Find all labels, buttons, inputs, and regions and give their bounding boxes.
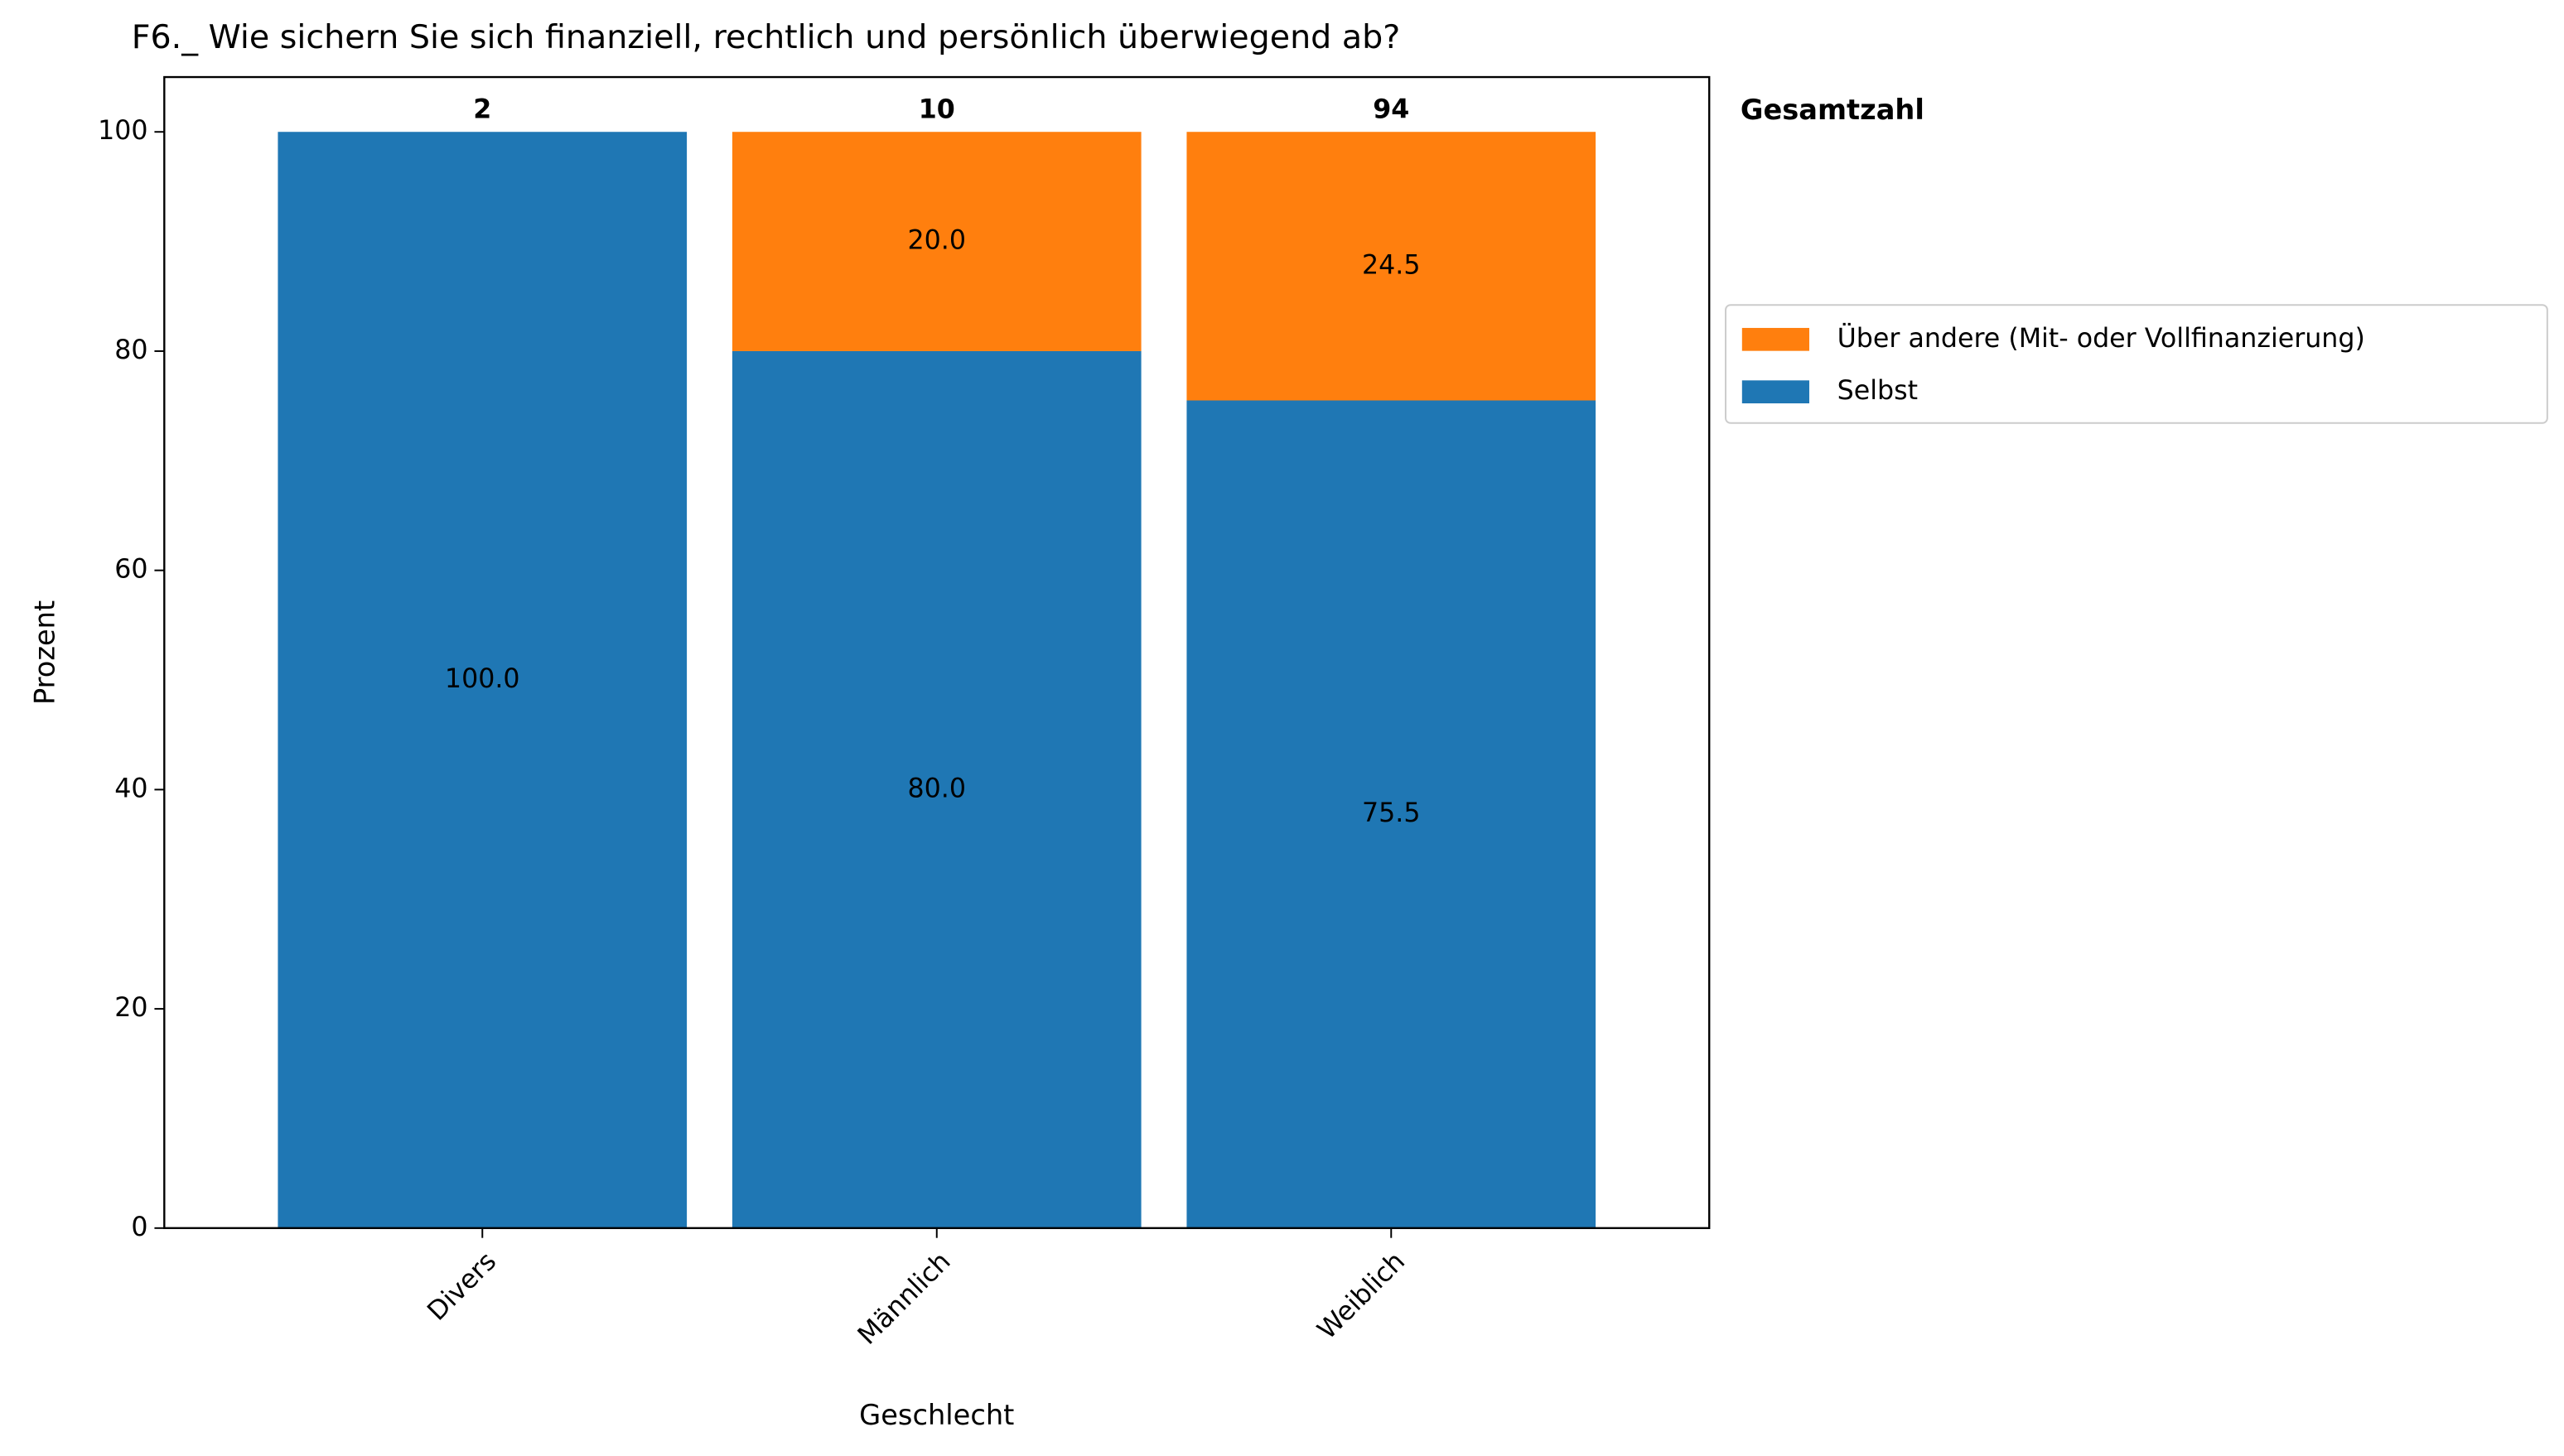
y-tick-label: 100 — [98, 116, 147, 146]
x-tick-label: Männlich — [852, 1246, 957, 1351]
legend-label: Selbst — [1837, 376, 1918, 406]
totals-title: Gesamtzahl — [1741, 94, 1924, 126]
y-tick-label: 60 — [114, 555, 147, 585]
value-label: 24.5 — [1362, 250, 1421, 280]
legend: Über andere (Mit- oder Vollfinanzierung)… — [1725, 304, 2548, 424]
x-tick-label: Weiblich — [1312, 1246, 1411, 1345]
legend-label: Über andere (Mit- oder Vollfinanzierung) — [1837, 322, 2365, 354]
bar-segment — [1186, 400, 1596, 1228]
y-tick-label: 20 — [114, 993, 147, 1023]
x-axis-label: Geschlecht — [859, 1399, 1014, 1431]
total-label: 2 — [473, 94, 491, 124]
bar-segment — [732, 132, 1142, 351]
legend-swatch — [1741, 327, 1809, 351]
y-axis-label: Prozent — [28, 600, 60, 705]
legend-swatch — [1741, 380, 1809, 404]
value-label: 20.0 — [908, 226, 967, 256]
chart-title: F6._ Wie sichern Sie sich finanziell, re… — [132, 18, 1401, 56]
bar-segment — [732, 350, 1142, 1228]
legend-frame — [1725, 304, 2548, 424]
y-tick-label: 0 — [131, 1213, 147, 1242]
y-tick-label: 80 — [114, 335, 147, 365]
bar-segment — [1186, 132, 1596, 401]
value-label: 80.0 — [908, 774, 967, 803]
x-tick-label: Divers — [422, 1246, 502, 1327]
total-label: 10 — [919, 94, 955, 124]
bar-segment — [278, 132, 688, 1228]
value-label: 75.5 — [1362, 798, 1421, 828]
total-label: 94 — [1373, 94, 1409, 124]
value-label: 100.0 — [445, 664, 520, 694]
y-tick-label: 40 — [114, 774, 147, 803]
